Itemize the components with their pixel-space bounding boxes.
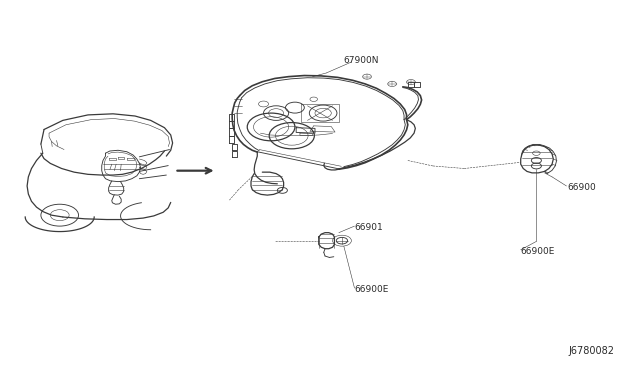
Text: 66900E: 66900E [355,285,389,294]
Text: 66900: 66900 [568,183,596,192]
Text: J6780082: J6780082 [569,346,615,356]
Text: 66901: 66901 [355,224,383,232]
Text: 67900N: 67900N [344,56,380,65]
Text: 66900E: 66900E [521,247,555,256]
